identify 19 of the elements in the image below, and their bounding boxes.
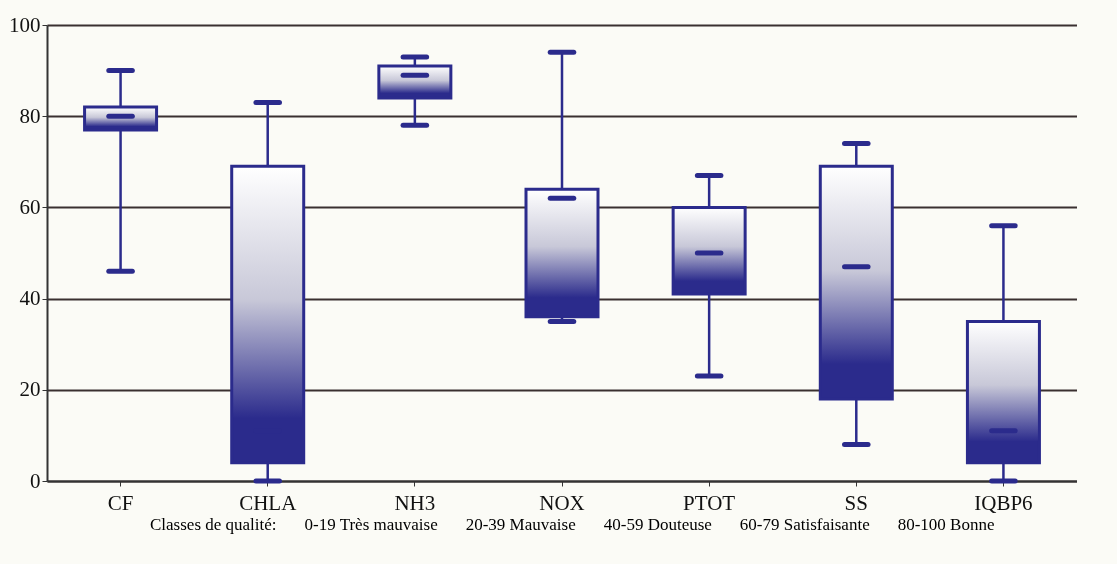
y-tick-label: 80 xyxy=(19,103,41,128)
y-tick-label: 60 xyxy=(19,194,41,219)
text: 80-100 Bonne xyxy=(897,515,995,535)
x-tick-label: IQBP6 xyxy=(974,490,1033,515)
x-tick-label: CHLA xyxy=(239,490,298,515)
y-tick-label: 40 xyxy=(19,286,41,311)
x-tick-label: SS xyxy=(844,490,868,515)
text: Classes de qualité: xyxy=(150,515,277,535)
text: 60-79 Satisfaisante xyxy=(739,515,870,535)
x-tick-label: CF xyxy=(107,490,134,515)
text: 40-59 Douteuse xyxy=(603,515,712,535)
x-tick-label: NOX xyxy=(539,490,585,515)
y-tick-label: 20 xyxy=(19,377,41,402)
x-tick-label: PTOT xyxy=(683,490,736,515)
x-tick-label: NH3 xyxy=(394,490,436,515)
y-tick-label: 100 xyxy=(9,12,41,37)
y-tick-label: 0 xyxy=(30,468,41,493)
text: 0-19 Très mauvaise xyxy=(304,515,438,535)
text: 20-39 Mauvaise xyxy=(465,515,576,535)
